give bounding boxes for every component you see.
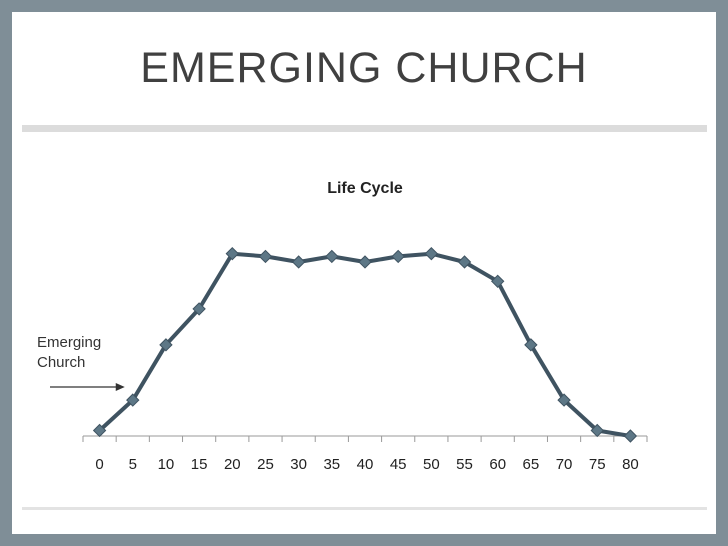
annotation-arrow [50,383,125,391]
x-tick-label: 25 [257,456,274,473]
series-line [98,251,631,438]
x-tick-label: 55 [456,456,473,473]
x-tick-label: 5 [129,456,137,473]
x-tick-label: 15 [191,456,208,473]
x-tick-label: 65 [523,456,540,473]
data-point-marker [159,338,173,352]
x-tick-label: 0 [95,456,103,473]
slide-title: EMERGING CHURCH [140,44,588,92]
x-tick-label: 50 [423,456,440,473]
x-tick-labels: 0 5 10 15 20 25 30 35 40 45 50 55 60 65 70 75 80 [95,456,638,473]
x-axis [82,435,648,442]
x-tick-label: 20 [224,456,241,473]
data-point-marker [590,423,604,438]
title-divider [22,125,707,132]
x-tick-label: 45 [390,456,407,473]
data-point-marker [92,423,107,438]
x-tick-label: 35 [323,456,340,473]
data-point-marker [391,249,405,264]
footer-divider [22,507,707,510]
data-point-marker [126,393,140,407]
x-tick-label: 80 [622,456,639,473]
arrow-head [115,383,125,391]
data-point-marker [424,246,439,261]
data-markers [92,246,638,443]
data-point-marker [192,302,206,316]
data-point-marker [225,246,240,261]
data-point-marker [291,255,306,269]
x-tick-label: 75 [589,456,606,473]
emerging-church-annotation: Emerging Church [37,333,147,373]
x-tick-label: 60 [489,456,506,473]
annotation-line-2: Church [37,354,86,371]
data-point-marker [325,249,339,264]
data-point-marker [457,255,472,269]
x-tick-label: 10 [158,456,175,473]
data-point-marker [258,249,273,264]
data-point-marker [623,429,638,443]
annotation-line-1: Emerging [37,334,102,351]
data-point-marker [557,393,571,407]
data-point-marker [358,255,372,269]
data-point-marker [524,338,538,352]
series-line-group [98,251,631,438]
x-tick-label: 40 [357,456,374,473]
data-point-marker [490,274,505,289]
x-tick-label: 70 [556,456,573,473]
chart-title: Life Cycle [327,180,403,197]
slide-canvas [12,12,716,534]
x-tick-label: 30 [290,456,307,473]
